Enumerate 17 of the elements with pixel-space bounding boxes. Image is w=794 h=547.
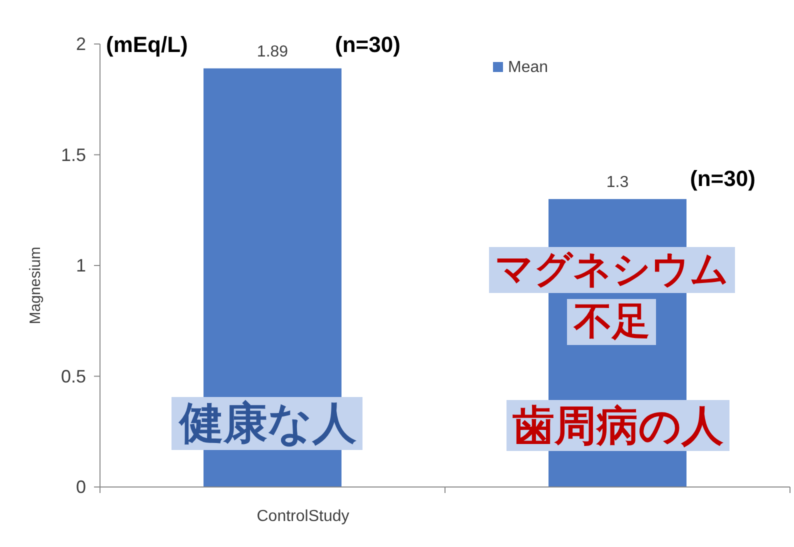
data-label: 1.3 [606, 174, 629, 192]
annotation: (mEq/L) [106, 32, 188, 57]
annotation: (n=30) [690, 166, 756, 191]
annotation: 歯周病の人 [512, 402, 724, 449]
y-tick-label: 0.5 [60, 366, 86, 386]
annotation: マグネシウム [495, 249, 729, 291]
data-label: 1.89 [256, 43, 288, 60]
y-tick-label: 1.5 [60, 144, 86, 165]
annotation: (n=30) [335, 32, 400, 57]
y-axis-title: Magnesium [27, 246, 44, 324]
y-tick-label: 1 [76, 256, 86, 276]
y-tick-label: 2 [76, 34, 86, 54]
legend-label: Mean [508, 59, 548, 76]
annotation: 不足 [573, 301, 650, 343]
x-axis-title: ControlStudy [256, 508, 350, 525]
y-tick-label: 0 [76, 477, 86, 497]
annotation: 健康な人 [178, 399, 356, 448]
